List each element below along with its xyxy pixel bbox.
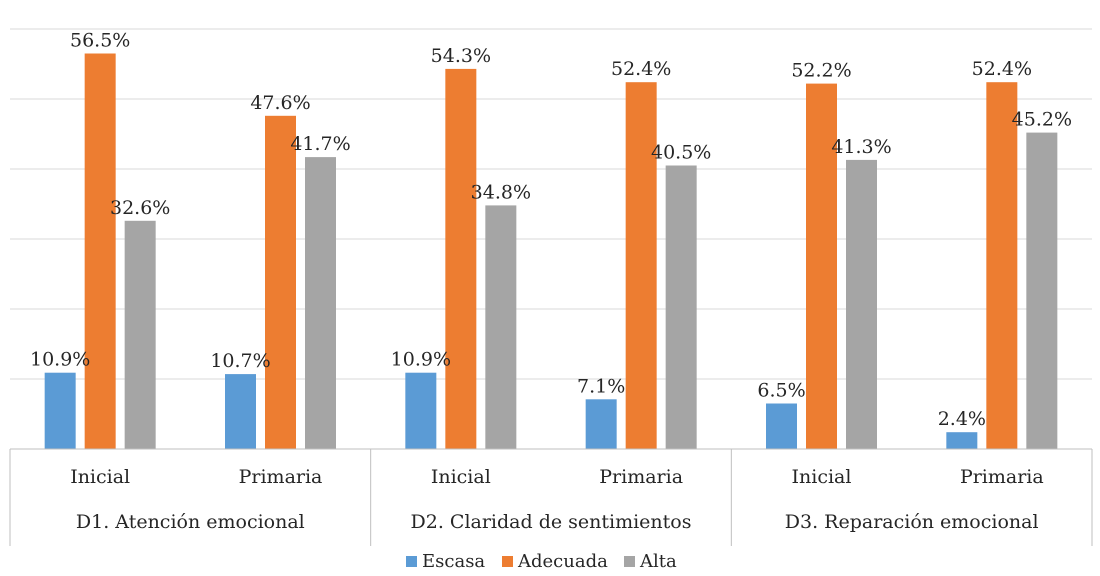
bar-adecuada [986, 82, 1018, 449]
group-label: D1. Atención emocional [76, 511, 305, 533]
data-label: 54.3% [431, 45, 491, 67]
data-label: 56.5% [70, 30, 130, 52]
data-label: 45.2% [1012, 109, 1072, 131]
gridlines [10, 28, 1092, 380]
data-label: 41.3% [831, 136, 891, 158]
data-label: 34.8% [471, 181, 531, 203]
data-labels: 10.9% 56.5% 32.6% 10.7% 47.6% 41.7% 10.9% 54.3%… [30, 30, 1072, 431]
bar-escasa [946, 432, 978, 449]
bar-alta [485, 205, 517, 449]
data-label: 10.7% [210, 350, 270, 372]
data-label: 7.1% [577, 375, 625, 397]
bar-adecuada [445, 68, 477, 450]
legend: Escasa Adecuada Alta [406, 551, 677, 572]
data-label: 52.2% [791, 60, 851, 82]
bar-alta [665, 165, 697, 449]
bar-adecuada [84, 53, 116, 449]
bar-adecuada [265, 115, 296, 450]
data-label: 10.9% [391, 349, 451, 371]
bar-escasa [225, 374, 256, 449]
bar-escasa [766, 403, 797, 449]
bar-escasa [44, 372, 76, 449]
category-label: Primaria [599, 466, 683, 488]
data-label: 47.6% [250, 92, 310, 114]
bar-alta [1026, 132, 1058, 449]
category-label: Inicial [792, 466, 852, 488]
data-label: 52.4% [611, 58, 671, 80]
x-axis: Inicial Primaria Inicial Primaria Inicial Pri… [9, 448, 1093, 546]
legend-label: Escasa [422, 551, 485, 572]
bar-alta [305, 157, 336, 449]
data-label: 2.4% [938, 408, 986, 430]
group-label: D3. Reparación emocional [785, 511, 1039, 533]
legend-label: Alta [639, 551, 677, 572]
bar-alta [124, 220, 156, 449]
data-label: 6.5% [757, 380, 805, 402]
data-label: 41.7% [290, 133, 350, 155]
bar-adecuada [806, 83, 837, 449]
bar-escasa [585, 399, 617, 449]
bar-alta [846, 159, 877, 449]
category-label: Primaria [960, 466, 1044, 488]
data-label: 32.6% [110, 197, 170, 219]
legend-swatch-escasa [406, 556, 417, 567]
group-label: D2. Claridad de sentimientos [411, 511, 692, 533]
legend-swatch-alta [624, 556, 635, 567]
category-label: Inicial [431, 466, 491, 488]
bars [44, 53, 1058, 450]
bar-adecuada [625, 82, 657, 449]
legend-swatch-adecuada [502, 556, 513, 567]
data-label: 40.5% [651, 142, 711, 164]
legend-label: Adecuada [517, 551, 608, 572]
category-label: Primaria [239, 466, 323, 488]
data-label: 52.4% [972, 58, 1032, 80]
bar-escasa [405, 372, 437, 449]
data-label: 10.9% [30, 349, 90, 371]
category-label: Inicial [70, 466, 130, 488]
